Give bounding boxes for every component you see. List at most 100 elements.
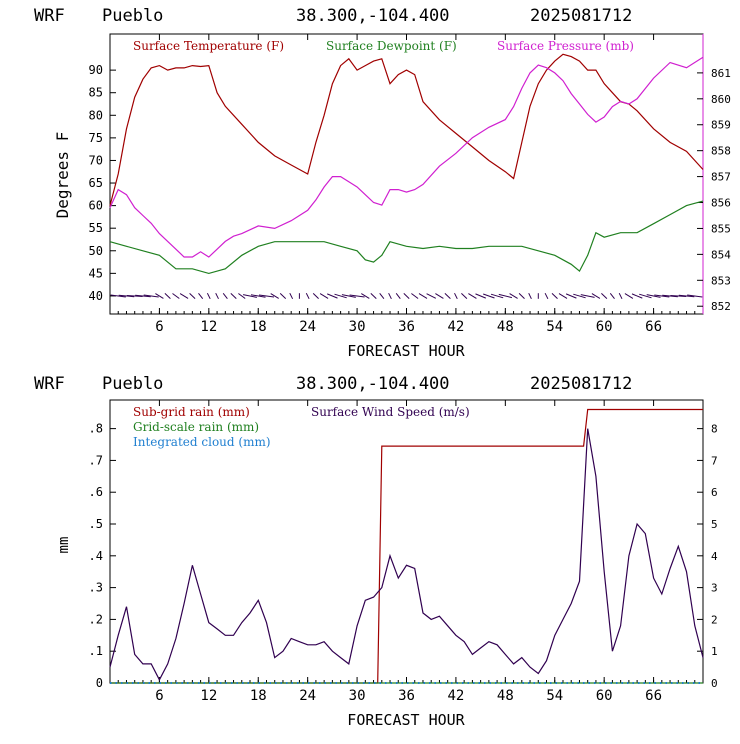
y-tick-label: 75 (89, 131, 103, 145)
wind-barb (279, 293, 287, 299)
wind-barb (349, 294, 365, 298)
y2-tick-label: 859 (711, 119, 731, 132)
y-tick-label: 80 (89, 108, 103, 122)
y2-tick-label: 860 (711, 93, 731, 106)
y2-tick-label: 0 (711, 677, 718, 690)
bottom-y-ticks: 0 .1 .2 .3 .4 .5 .6 .7 .8 (89, 422, 116, 690)
wind-barb (498, 293, 513, 299)
y-tick-label: 60 (89, 199, 103, 213)
header-station: Pueblo (102, 6, 163, 26)
x-tick-label: 60 (596, 688, 613, 704)
top-x-ticks: 6 12 18 24 30 36 42 48 54 60 66 (117, 34, 696, 335)
y2-tick-label: 856 (711, 197, 731, 210)
y2-tick-label: 5 (711, 518, 718, 531)
x-tick-label: 36 (398, 688, 415, 704)
y2-tick-label: 852 (711, 300, 731, 313)
wind-barb (591, 293, 601, 299)
x-tick-label: 24 (299, 319, 316, 335)
wind-barb (215, 292, 219, 300)
wind-barb (172, 293, 180, 299)
wind-barb (518, 293, 525, 299)
wind-barb (250, 294, 266, 298)
x-tick-label: 12 (200, 688, 217, 704)
y-tick-label: .3 (89, 581, 103, 595)
wind-barb (126, 295, 143, 297)
y-tick-label: .1 (89, 644, 103, 658)
wind-barb (143, 294, 159, 298)
wind-barb (341, 294, 356, 298)
wind-barb (110, 294, 126, 298)
y2-tick-label: 4 (711, 550, 718, 563)
wind-barb (155, 293, 164, 299)
bottom-x-ticks: 6 12 18 24 30 36 42 48 54 60 66 (117, 400, 696, 704)
wind-barb (243, 294, 257, 298)
x-tick-label: 48 (497, 688, 514, 704)
bottom-x-axis-label: FORECAST HOUR (347, 711, 465, 729)
wind-barb (189, 293, 196, 299)
wind-barb (258, 294, 275, 298)
wind-barb (179, 293, 189, 299)
y2-tick-label: 6 (711, 486, 718, 499)
x-tick-label: 30 (349, 688, 366, 704)
y-tick-label: 40 (89, 289, 103, 303)
header-model: WRF (34, 6, 65, 26)
legend-surface-temperature: Surface Temperature (F) (133, 39, 284, 53)
wind-barb (403, 293, 410, 299)
y2-tick-label: 861 (711, 67, 731, 80)
wind-barb (475, 293, 486, 299)
series-surface-pressure-mb (109, 56, 704, 258)
wind-barb (639, 293, 652, 299)
wind-barb (618, 292, 623, 300)
wind-barb (624, 293, 634, 299)
y2-tick-label: 857 (711, 171, 731, 184)
wind-barb (509, 293, 518, 299)
y2-tick-label: 2 (711, 613, 718, 626)
y2-tick-label: 855 (711, 222, 731, 235)
y-tick-label: .2 (89, 612, 103, 626)
legend-subgrid-rain: Sub-grid rain (mm) (133, 405, 250, 419)
x-tick-label: 30 (349, 319, 366, 335)
header-coords: 38.300,-104.400 (296, 6, 450, 26)
wind-barb (601, 293, 608, 299)
wind-barb (444, 293, 451, 299)
wind-barb (483, 293, 495, 299)
wind-barb (305, 292, 310, 300)
x-tick-label: 6 (155, 319, 163, 335)
x-tick-label: 24 (299, 688, 316, 704)
wind-barb (662, 294, 678, 298)
top-x-axis-label: FORECAST HOUR (347, 342, 465, 360)
series-surface-temperature-f (109, 53, 704, 206)
wind-barb (678, 294, 695, 298)
wind-barb (222, 292, 228, 300)
wind-barb (528, 292, 532, 300)
wind-barb (312, 293, 319, 299)
wind-barb (370, 293, 377, 299)
y2-tick-label: 854 (711, 248, 731, 261)
wind-barb (544, 292, 549, 300)
y2-tick-label: 8 (711, 423, 718, 436)
x-tick-label: 66 (645, 319, 662, 335)
wind-barb (454, 292, 458, 300)
y-tick-label: 85 (89, 86, 103, 100)
wind-barb (289, 292, 294, 300)
top-series-group (109, 53, 704, 275)
y-tick-label: .5 (89, 517, 103, 531)
series-surface-wind-speed-m-s (109, 428, 704, 682)
y2-tick-label: 858 (711, 145, 731, 158)
x-tick-label: 18 (250, 319, 267, 335)
wind-barb (580, 294, 595, 298)
wind-barb (565, 293, 577, 299)
wind-barb (468, 293, 477, 299)
wind-barb (646, 294, 661, 298)
wind-barb (435, 293, 444, 299)
y-tick-label: .6 (89, 485, 103, 499)
wind-barb (670, 295, 687, 297)
wind-barb (270, 293, 279, 299)
y-tick-label: 50 (89, 244, 103, 258)
wind-barb (631, 293, 643, 299)
x-tick-label: 54 (546, 688, 563, 704)
wind-barb (461, 293, 468, 299)
wind-barb (319, 293, 329, 299)
bottom-y2-ticks: 0 1 2 3 4 5 6 7 8 (697, 423, 718, 690)
